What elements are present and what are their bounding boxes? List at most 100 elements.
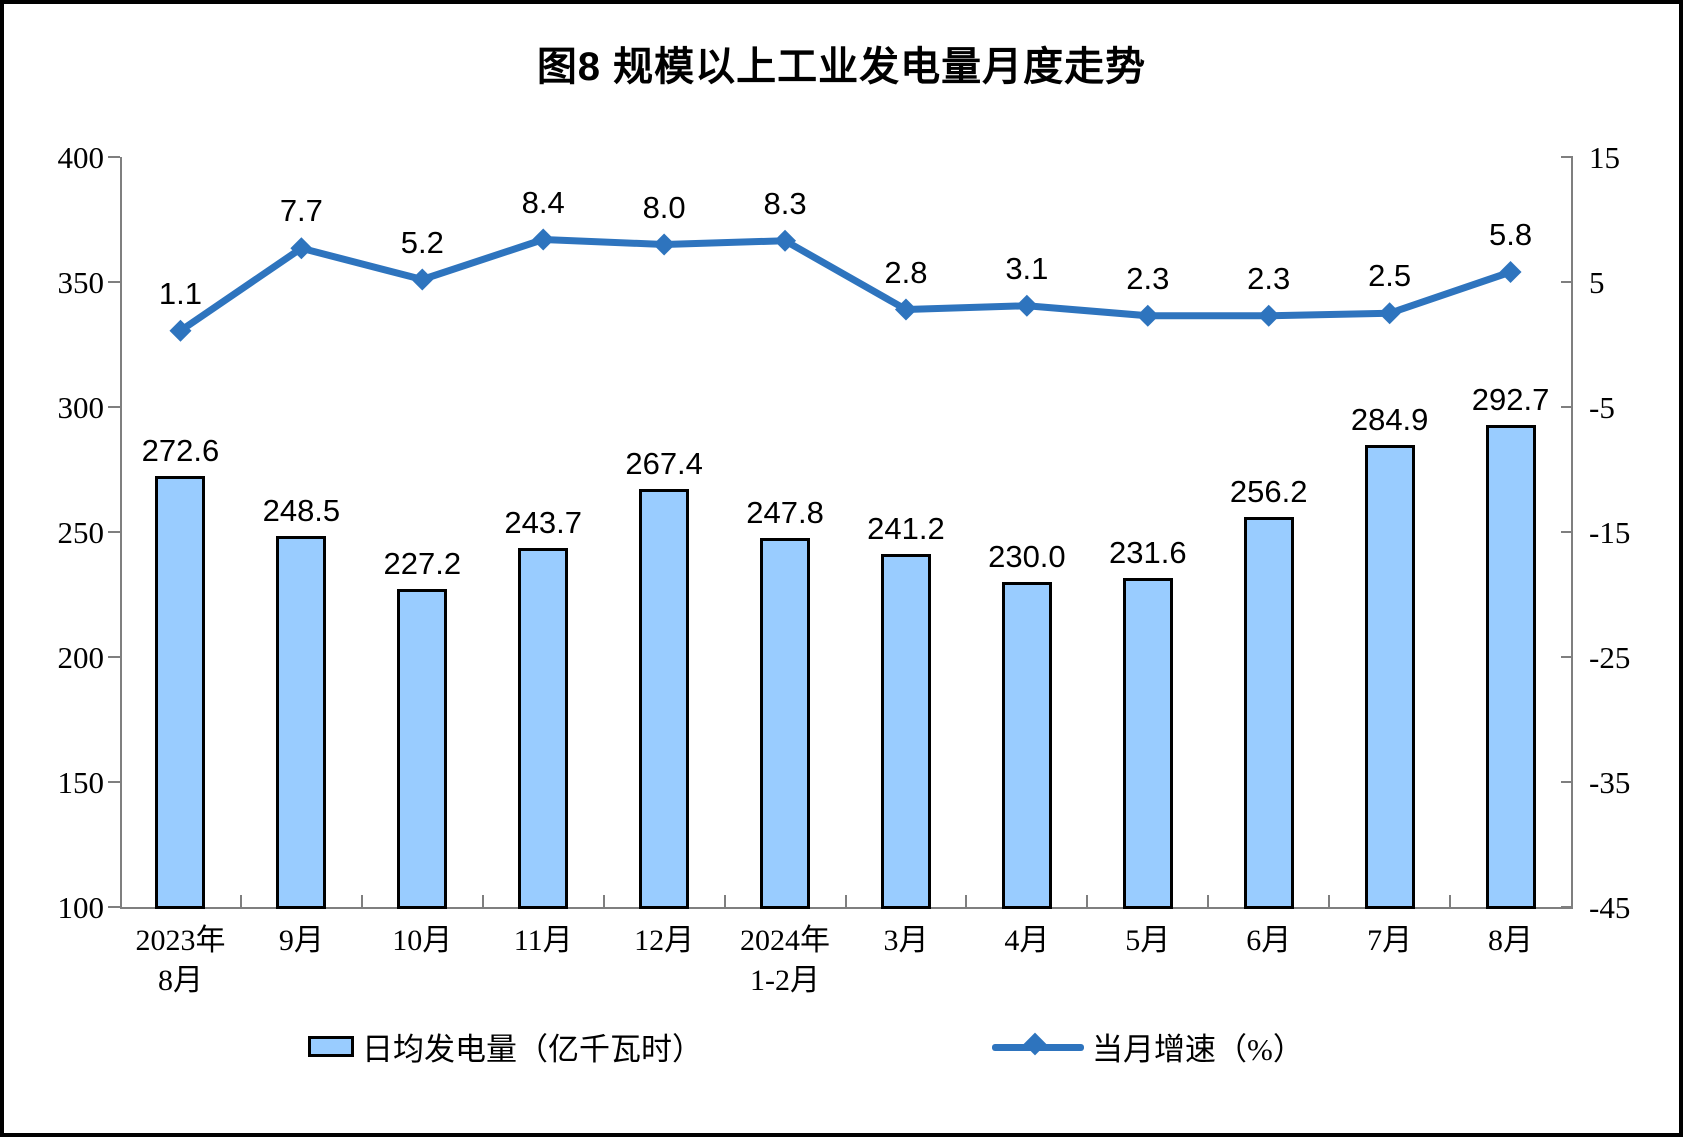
x-axis-category-label: 10月: [392, 924, 453, 957]
left-axis-tick: [108, 531, 120, 533]
right-axis-tick-label: -15: [1589, 515, 1631, 550]
line-point-marker: [653, 233, 676, 256]
bar-value-label: 284.9: [1350, 401, 1429, 437]
x-axis-category-label: 6月: [1246, 924, 1292, 957]
right-axis-tick: [1561, 156, 1573, 158]
right-axis-tick: [1561, 656, 1573, 658]
growth-line: [178, 236, 1512, 334]
bar: [276, 535, 327, 909]
right-axis-tick-label: -5: [1589, 390, 1615, 425]
bar-value-label: 230.0: [988, 539, 1066, 574]
right-axis-tick: [1561, 531, 1573, 533]
line-point-marker: [1015, 294, 1038, 317]
left-axis-tick: [108, 656, 120, 658]
right-axis-tick: [1561, 781, 1573, 783]
line-point-marker: [532, 228, 555, 251]
bar-value-label: 243.7: [504, 504, 582, 540]
bar-value-label: 272.6: [141, 432, 220, 468]
bar-value-label: 231.6: [1108, 535, 1187, 570]
x-axis-tick: [1207, 895, 1210, 907]
line-value-label: 1.1: [158, 275, 203, 311]
line-value-label: 3.1: [1005, 250, 1049, 286]
left-axis-line: [120, 157, 122, 907]
line-point-marker: [894, 298, 917, 321]
x-axis-tick: [965, 895, 968, 907]
bar: [1364, 444, 1415, 909]
line-value-label: 7.7: [279, 193, 323, 229]
x-axis-tick: [1086, 895, 1089, 907]
line-value-label: 2.3: [1247, 260, 1291, 296]
bar: [518, 547, 569, 909]
left-axis-tick-label: 200: [57, 640, 105, 675]
line-point-marker: [1136, 304, 1159, 327]
line-value-label: 2.5: [1368, 258, 1412, 294]
x-axis-category-label: 11月: [513, 924, 573, 957]
x-axis-category-label: 2023年 8月: [135, 924, 226, 997]
bar: [397, 589, 448, 909]
x-axis-tick: [239, 895, 242, 907]
bar-value-label: 227.2: [383, 546, 462, 581]
line-value-label: 2.8: [884, 254, 928, 290]
left-axis-tick: [108, 781, 120, 783]
left-axis-tick-label: 150: [57, 765, 105, 800]
line-value-label: 2.3: [1126, 260, 1170, 296]
x-axis-category-label: 2024年 1-2月: [740, 924, 831, 997]
left-axis-tick: [108, 156, 120, 158]
bar: [1001, 582, 1052, 909]
right-axis-tick-label: -25: [1589, 640, 1631, 675]
bar-value-label: 247.8: [746, 494, 824, 530]
x-axis-tick: [360, 895, 363, 907]
x-axis-category-label: 4月: [1004, 924, 1050, 957]
line-point-marker: [1378, 302, 1401, 325]
bar-value-label: 248.5: [262, 492, 341, 528]
bar: [1243, 516, 1294, 909]
bar-value-label: 267.4: [625, 445, 703, 481]
x-axis-category-label: 12月: [634, 924, 695, 957]
x-axis-tick: [844, 895, 847, 907]
right-axis-tick-label: 5: [1589, 265, 1605, 300]
left-axis-tick: [108, 906, 120, 908]
bar: [880, 554, 931, 909]
bar-value-label: 256.2: [1229, 473, 1308, 509]
left-axis-tick-label: 250: [57, 515, 105, 550]
right-axis-tick: [1561, 281, 1573, 283]
x-axis-line: [120, 907, 1573, 909]
x-axis-tick: [481, 895, 484, 907]
growth-line-series: [169, 228, 1522, 342]
legend-item-line-series: 当月增速（%）: [992, 1024, 1304, 1069]
x-axis-category-label: 9月: [278, 924, 324, 957]
left-axis-tick-label: 300: [57, 390, 105, 425]
legend-item-bar-series: 日均发电量（亿千瓦时）: [308, 1024, 703, 1069]
right-axis-tick: [1561, 406, 1573, 408]
bar-series-legend-label: 日均发电量（亿千瓦时）: [362, 1032, 703, 1067]
bar: [760, 537, 811, 909]
left-axis-tick: [108, 281, 120, 283]
right-axis-tick: [1561, 906, 1573, 908]
right-axis-tick-label: -45: [1589, 890, 1631, 925]
line-point-marker: [1257, 304, 1280, 327]
bar: [1485, 425, 1536, 909]
line-point-marker: [290, 237, 313, 260]
line-point-marker: [411, 268, 434, 291]
left-axis-tick-label: 400: [57, 140, 105, 175]
line-point-marker: [774, 229, 797, 252]
x-axis-category-label: 5月: [1125, 924, 1171, 957]
bar-value-label: 292.7: [1471, 382, 1550, 418]
left-axis-tick: [108, 406, 120, 408]
x-axis-tick: [723, 895, 726, 907]
right-axis-tick-label: 15: [1589, 140, 1620, 175]
bar-series-swatch: [308, 1036, 354, 1057]
line-value-label: 8.3: [763, 185, 807, 221]
x-axis-tick: [1449, 895, 1452, 907]
line-point-marker: [1499, 261, 1522, 283]
line-value-label: 5.2: [400, 224, 444, 260]
x-axis-category-label: 7月: [1367, 924, 1413, 957]
legend: 日均发电量（亿千瓦时） 当月增速（%）: [4, 1022, 1679, 1072]
left-axis-tick-label: 100: [57, 890, 105, 925]
right-axis-tick-label: -35: [1589, 765, 1631, 800]
line-value-label: 8.0: [642, 189, 686, 225]
line-series-marker-icon: [992, 1032, 1084, 1059]
x-axis-tick: [1328, 895, 1331, 907]
bar: [639, 488, 690, 909]
